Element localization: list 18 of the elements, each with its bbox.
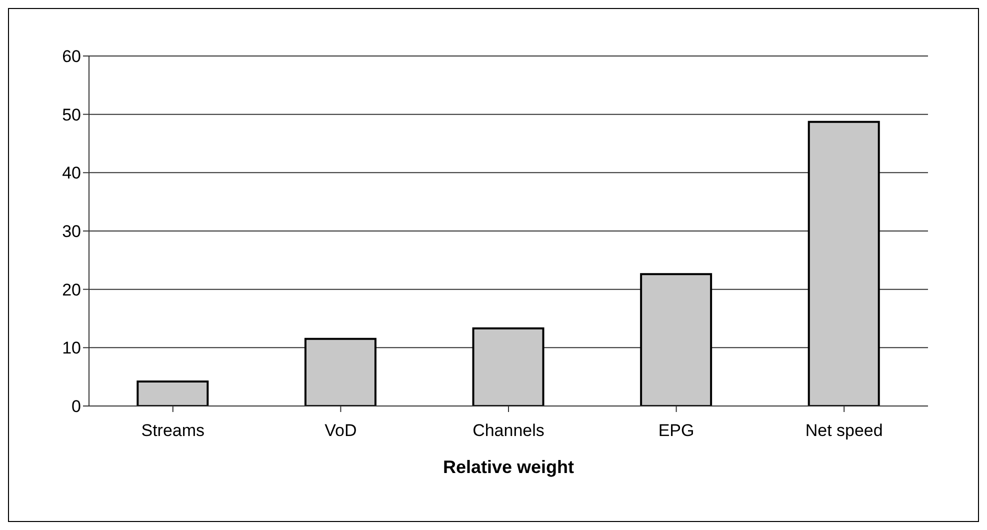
y-tick-label: 30 [62,222,81,242]
y-tick-label: 0 [72,397,81,416]
y-tick-label: 40 [62,164,81,183]
bar [472,327,544,406]
x-tick-label: Channels [472,421,544,440]
x-tick-label: Streams [141,421,205,440]
y-tick-label: 50 [62,105,81,124]
bar [808,120,880,406]
x-tick-label: Net speed [805,421,883,440]
y-tick-label: 20 [62,280,81,300]
y-tick-label: 10 [62,338,81,358]
x-tick-label: EPG [658,421,694,440]
bar [640,273,712,406]
x-axis-title: Relative weight [442,457,574,477]
bar [136,380,209,406]
bar [304,338,376,406]
y-tick-label: 60 [62,47,81,66]
x-tick-label: VoD [324,421,357,440]
